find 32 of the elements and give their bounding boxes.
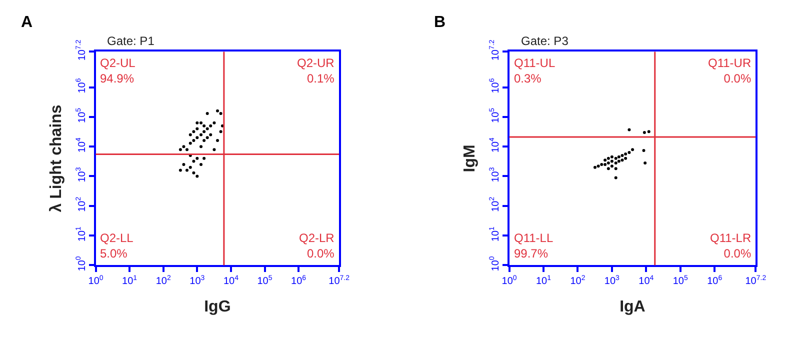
x-tick-label: 10$^{4}$	[638, 275, 654, 288]
y-axis-title: IgM	[461, 144, 478, 172]
annotation: Q11-LL 99.7%	[514, 231, 554, 261]
x-tick-label: 10$^{6}$	[291, 275, 306, 288]
annotation: Q2-UL 94.9%	[100, 56, 136, 86]
chart-title: A	[21, 14, 33, 31]
x-tick-label: 10$^{3}$	[190, 275, 205, 288]
x-tick-label: 10$^{7.2}$	[745, 275, 766, 288]
x-tick-label: 10$^{2}$	[156, 275, 171, 288]
x-axis-title: IgA	[620, 298, 646, 316]
x-axis-title: IgG	[204, 298, 231, 316]
x-tick-label: 10$^{7.2}$	[328, 275, 350, 288]
x-tick-label: 10$^{0}$	[88, 275, 104, 288]
chart-subtitle: Gate: P1	[107, 34, 155, 48]
annotation: Q11-UL 0.3%	[514, 56, 556, 86]
y-axis-title: λ Light chains	[48, 104, 65, 212]
x-tick-label: 10$^{6}$	[707, 275, 722, 288]
annotation: Q11-UR 0.0%	[708, 56, 752, 86]
x-tick-label: 10$^{1}$	[122, 275, 138, 288]
x-tick-label: 10$^{2}$	[570, 275, 586, 288]
x-tick-label: 10$^{5}$	[672, 275, 688, 288]
chart-subtitle: Gate: P3	[521, 34, 569, 48]
x-tick-label: 10$^{0}$	[502, 275, 517, 288]
annotation: Q11-LR 0.0%	[710, 231, 752, 261]
x-tick-label: 10$^{5}$	[257, 275, 272, 288]
x-tick-label: 10$^{4}$	[223, 275, 239, 288]
x-tick-label: 10$^{1}$	[536, 275, 552, 288]
chart-title: B	[434, 14, 446, 31]
annotation: Q2-LL 5.0%	[100, 231, 134, 261]
x-tick-label: 10$^{3}$	[604, 275, 620, 288]
annotation: Q2-UR 0.1%	[297, 56, 335, 86]
annotation: Q2-LR 0.0%	[299, 231, 335, 261]
